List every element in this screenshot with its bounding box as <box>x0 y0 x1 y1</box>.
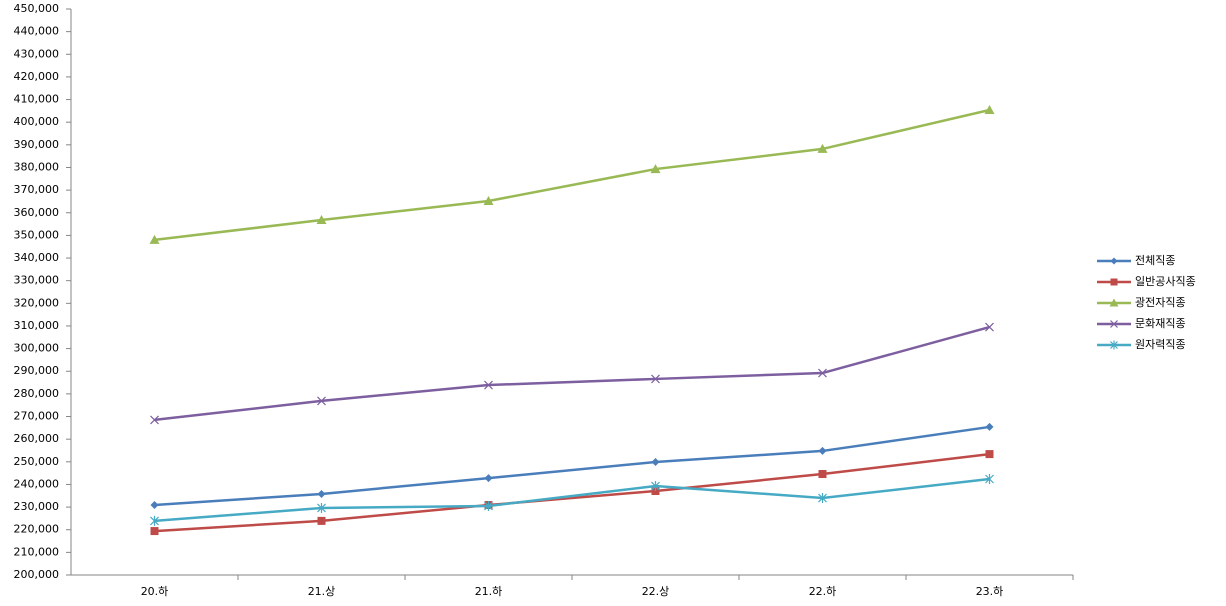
legend-label: 광전자직종 <box>1135 296 1186 309</box>
data-point <box>150 415 159 425</box>
y-tick-label: 370,000 <box>14 183 60 196</box>
y-tick-label: 440,000 <box>14 25 60 38</box>
data-point <box>651 458 660 467</box>
y-tick-label: 270,000 <box>14 410 60 423</box>
data-point <box>317 396 326 406</box>
y-tick-label: 350,000 <box>14 228 60 241</box>
y-tick-label: 390,000 <box>14 138 60 151</box>
y-tick-label: 430,000 <box>14 47 60 60</box>
x-tick-label: 22.상 <box>642 585 670 598</box>
data-point <box>150 527 159 536</box>
data-point <box>651 374 660 384</box>
data-point <box>316 215 327 225</box>
data-point <box>650 164 661 174</box>
x-tick-label: 23.하 <box>976 584 1004 598</box>
legend-marker <box>1110 320 1118 328</box>
y-tick-label: 320,000 <box>14 296 60 309</box>
data-point <box>317 489 326 498</box>
series-line <box>154 425 990 507</box>
y-tick-label: 260,000 <box>14 432 60 445</box>
series-line <box>154 108 990 242</box>
y-tick-label: 450,000 <box>14 2 60 15</box>
data-point <box>985 450 994 459</box>
data-point <box>484 474 493 483</box>
y-tick-label: 300,000 <box>14 342 60 355</box>
x-tick-label: 20.하 <box>141 584 169 598</box>
data-point <box>483 195 494 205</box>
data-point <box>818 446 827 455</box>
data-point <box>817 143 828 153</box>
legend-label: 일반공사직종 <box>1135 274 1196 288</box>
legend-label: 문화재직종 <box>1135 317 1186 330</box>
y-tick-label: 340,000 <box>14 251 60 264</box>
data-point <box>484 380 493 390</box>
data-point <box>985 474 994 485</box>
data-point <box>317 502 326 513</box>
legend-label: 원자력직종 <box>1135 338 1186 351</box>
data-point <box>651 481 660 492</box>
y-tick-label: 200,000 <box>14 568 60 581</box>
data-point <box>985 422 994 431</box>
legend-marker <box>1109 298 1119 307</box>
data-point <box>317 516 326 525</box>
legend-marker <box>1110 340 1118 350</box>
data-point <box>484 500 493 511</box>
y-tick-label: 380,000 <box>14 160 60 173</box>
y-tick-label: 330,000 <box>14 274 60 287</box>
data-point <box>985 322 994 332</box>
x-tick-label: 21.상 <box>308 585 336 598</box>
y-tick-label: 310,000 <box>14 319 60 332</box>
data-point <box>150 501 159 510</box>
y-tick-label: 210,000 <box>14 545 60 558</box>
legend-label: 전체직종 <box>1135 254 1175 267</box>
x-tick-label: 22.하 <box>809 584 837 598</box>
y-tick-label: 360,000 <box>14 206 60 219</box>
series-line <box>154 452 990 533</box>
data-point <box>818 470 827 479</box>
legend-marker <box>1110 257 1118 265</box>
data-point <box>150 515 159 526</box>
series-line <box>154 477 990 523</box>
data-point <box>818 493 827 504</box>
y-tick-label: 250,000 <box>14 455 60 468</box>
data-point <box>818 368 827 378</box>
series-line <box>154 325 990 422</box>
legend-marker <box>1110 278 1118 286</box>
y-tick-label: 230,000 <box>14 500 60 513</box>
data-point <box>984 104 995 114</box>
data-point <box>149 234 160 244</box>
y-tick-label: 220,000 <box>14 523 60 536</box>
y-tick-label: 420,000 <box>14 70 60 83</box>
y-tick-label: 410,000 <box>14 93 60 106</box>
y-tick-label: 280,000 <box>14 387 60 400</box>
x-tick-label: 21.하 <box>475 584 503 598</box>
y-tick-label: 400,000 <box>14 115 60 128</box>
y-tick-label: 240,000 <box>14 477 60 490</box>
y-tick-label: 290,000 <box>14 364 60 377</box>
